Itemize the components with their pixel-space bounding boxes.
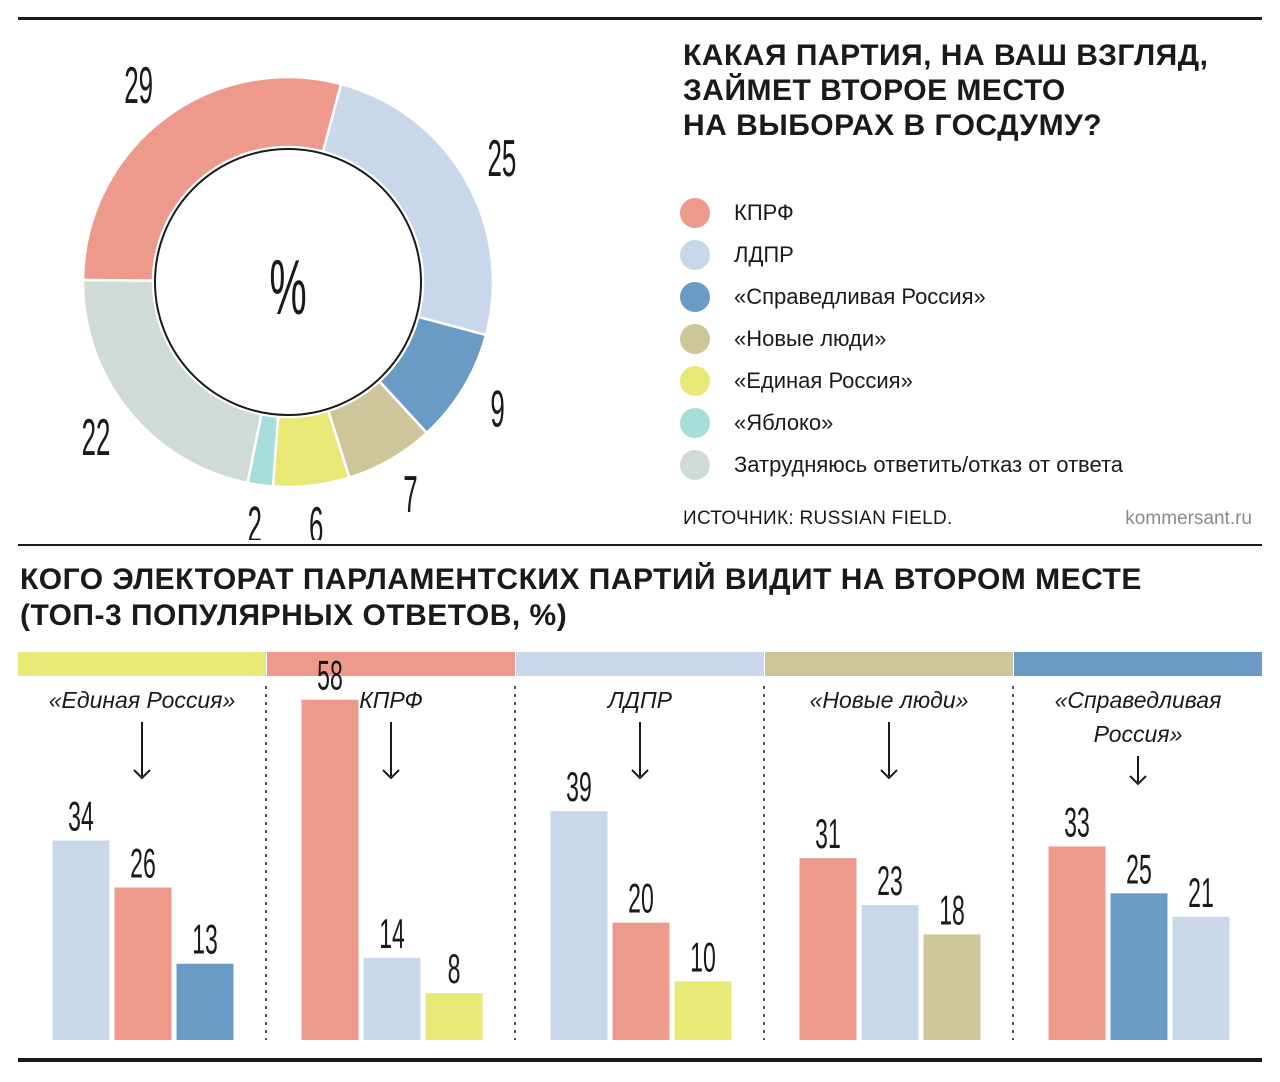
bar-charts: «Единая Россия» 34 26 13 КПРФ 58 14 8 ЛДПР 39 20 10… <box>18 652 1262 1040</box>
bar-value-label: 20 <box>628 877 654 923</box>
bar-value-label: 58 <box>317 654 343 700</box>
down-arrow-head-icon <box>1129 775 1147 786</box>
bar-value-label: 10 <box>690 935 716 981</box>
legend-label: «Единая Россия» <box>734 368 913 393</box>
legend-label: «Яблоко» <box>734 410 834 435</box>
panel-header-bar <box>1014 652 1262 676</box>
donut-inner-ring <box>154 148 422 416</box>
legend-swatch <box>680 366 710 396</box>
donut-value-yabloko: 2 <box>248 496 262 540</box>
legend-swatch <box>680 240 710 270</box>
panel-label: Россия» <box>1094 721 1183 747</box>
legend-label: «Справедливая Россия» <box>734 284 986 309</box>
legend-label: «Новые люди» <box>734 326 887 351</box>
donut-value-sr: 9 <box>490 380 504 438</box>
bar-value-label: 14 <box>379 912 405 958</box>
bar <box>52 840 110 1040</box>
donut-value-ldpr: 25 <box>487 129 516 187</box>
legend: КПРФ ЛДПР «Справедливая Россия» «Новые люди… <box>680 192 1123 486</box>
bar <box>923 934 981 1040</box>
donut-value-nl: 7 <box>403 465 417 523</box>
down-arrow-head-icon <box>133 769 151 780</box>
top-rule <box>18 17 1262 20</box>
bar <box>363 957 421 1040</box>
legend-item: КПРФ <box>680 192 1123 234</box>
legend-label: КПРФ <box>734 200 794 225</box>
panel-header-bar <box>267 652 515 676</box>
bar-value-label: 31 <box>815 812 841 858</box>
bar <box>612 922 670 1040</box>
bar <box>1172 916 1230 1040</box>
bar-value-label: 8 <box>448 947 461 993</box>
legend-item: ЛДПР <box>680 234 1123 276</box>
legend-label: ЛДПР <box>734 242 794 267</box>
panel-label: ЛДПР <box>606 687 673 713</box>
legend-item: «Единая Россия» <box>680 360 1123 402</box>
bar <box>425 993 483 1040</box>
bar-value-label: 21 <box>1188 871 1214 917</box>
donut-value-undecided: 22 <box>82 408 111 466</box>
panel-label: КПРФ <box>359 687 423 713</box>
bar <box>799 858 857 1040</box>
bar-value-label: 13 <box>192 918 218 964</box>
down-arrow-head-icon <box>631 769 649 780</box>
bar <box>301 699 359 1040</box>
donut-center-label: % <box>269 244 306 331</box>
legend-item: «Яблоко» <box>680 402 1123 444</box>
panel-label: «Единая Россия» <box>49 687 236 713</box>
bar-value-label: 25 <box>1126 847 1152 893</box>
down-arrow-head-icon <box>382 769 400 780</box>
bar <box>1110 893 1168 1040</box>
bar-value-label: 23 <box>877 859 903 905</box>
panel-label: «Новые люди» <box>810 687 969 713</box>
donut-value-er: 6 <box>309 496 323 540</box>
bar <box>176 963 234 1040</box>
bar <box>674 981 732 1040</box>
donut-slice-kprf <box>81 75 343 282</box>
legend-item: «Новые люди» <box>680 318 1123 360</box>
legend-label: Затрудняюсь ответить/отказ от ответа <box>734 452 1124 477</box>
panel-header-bar <box>765 652 1013 676</box>
panel-header-bar <box>18 652 266 676</box>
bar <box>1048 846 1106 1040</box>
brand-link[interactable]: kommersant.ru <box>1125 508 1252 529</box>
panel-header-bar <box>516 652 764 676</box>
panel-label: «Справедливая <box>1055 687 1222 713</box>
donut-title: КАКАЯ ПАРТИЯ, НА ВАШ ВЗГЛЯД, ЗАЙМЕТ ВТОР… <box>683 39 1209 142</box>
bar <box>550 811 608 1040</box>
bar-value-label: 39 <box>566 765 592 811</box>
legend-swatch <box>680 450 710 480</box>
bar-value-label: 26 <box>130 842 156 888</box>
legend-swatch <box>680 282 710 312</box>
bar <box>114 887 172 1040</box>
bar <box>861 905 919 1040</box>
section-divider <box>18 544 1262 546</box>
bar-value-label: 34 <box>68 795 94 841</box>
bottom-rule <box>18 1058 1262 1062</box>
donut-value-kprf: 29 <box>124 56 153 114</box>
source-note: ИСТОЧНИК: RUSSIAN FIELD. <box>683 508 953 529</box>
down-arrow-head-icon <box>880 769 898 780</box>
legend-swatch <box>680 324 710 354</box>
legend-swatch <box>680 408 710 438</box>
bar-value-label: 33 <box>1064 801 1090 847</box>
legend-item: Затрудняюсь ответить/отказ от ответа <box>680 444 1123 486</box>
donut-slice-ldpr <box>321 82 495 337</box>
bar-value-label: 18 <box>939 889 965 935</box>
bars-title: КОГО ЭЛЕКТОРАТ ПАРЛАМЕНТСКИХ ПАРТИЙ ВИДИ… <box>20 563 1142 632</box>
legend-item: «Справедливая Россия» <box>680 276 1123 318</box>
legend-swatch <box>680 198 710 228</box>
